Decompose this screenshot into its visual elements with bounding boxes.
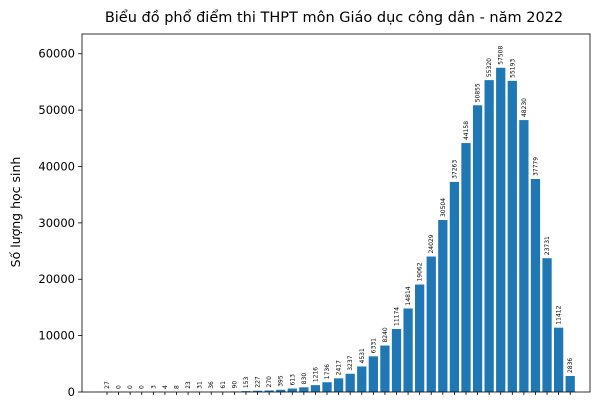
bar-value-label: 48230	[521, 98, 528, 117]
bar	[449, 181, 460, 392]
bar	[472, 105, 483, 392]
bar-value-label: 24029	[428, 234, 435, 253]
y-tick-label: 50000	[38, 103, 75, 117]
plot-frame	[81, 33, 591, 393]
bar-value-label: 153	[243, 377, 250, 389]
bar	[507, 80, 517, 392]
bar	[415, 284, 425, 392]
bar-value-label: 27	[104, 381, 111, 389]
bar-value-label: 3	[150, 385, 157, 389]
bar-value-label: 4531	[359, 348, 366, 363]
bar-value-label: 1736	[324, 364, 331, 379]
bar-value-label: 23731	[544, 236, 551, 255]
bar	[299, 387, 309, 392]
bar-value-label: 227	[255, 376, 262, 388]
bar-value-label: 0	[139, 385, 146, 389]
y-axis-label: Số lượng học sinh	[8, 157, 23, 268]
y-tick-label: 20000	[38, 272, 75, 286]
bar-value-label: 50855	[475, 83, 482, 102]
bar-value-label: 0	[116, 385, 123, 389]
bar-value-label: 55320	[486, 58, 493, 77]
y-axis-ticks: 0 10000 20000 30000 40000 50000 60000	[38, 47, 82, 399]
bar	[484, 80, 494, 393]
bar-value-label: 23	[185, 381, 192, 389]
y-tick-label: 10000	[38, 329, 75, 343]
bar-value-label: 2417	[336, 360, 343, 375]
bar-value-label: 31	[197, 381, 204, 389]
bar	[542, 258, 552, 392]
bar-value-label: 57508	[498, 46, 505, 65]
bar-value-label: 3237	[347, 355, 354, 370]
bar	[461, 143, 471, 392]
bar	[519, 120, 529, 392]
bar	[368, 356, 378, 392]
bar-value-label: 44158	[463, 121, 470, 140]
bar	[530, 179, 541, 392]
bar-value-label: 61	[220, 381, 227, 389]
bar-value-label: 8240	[382, 327, 389, 342]
bar	[276, 389, 286, 392]
y-tick-label: 40000	[38, 159, 75, 173]
bar-value-label: 55193	[509, 59, 516, 78]
chart-title: Biểu đồ phổ điểm thi THPT môn Giáo dục c…	[105, 9, 563, 26]
bar	[380, 345, 390, 392]
bar	[322, 382, 332, 392]
bar	[264, 390, 274, 392]
bar-value-label: 395	[278, 375, 285, 387]
bar-value-label: 830	[301, 373, 308, 385]
data-labels: 27 0 0 0 3 4 8 23 31 36 61 90 153 227 270 395 613 830 1216…	[104, 46, 574, 389]
bar-value-label: 14814	[405, 286, 412, 305]
bar	[553, 327, 564, 392]
y-tick-label: 30000	[38, 216, 75, 230]
bar	[391, 329, 402, 392]
bar-value-label: 36	[208, 381, 215, 389]
bar-value-label: 613	[289, 374, 296, 386]
bar-value-label: 11412	[556, 305, 563, 324]
bar	[438, 220, 448, 392]
bar-value-label: 1216	[312, 367, 319, 382]
bar-value-label: 11174	[394, 307, 401, 326]
bar-value-label: 90	[231, 381, 238, 389]
bar	[287, 388, 297, 392]
bar-value-label: 6331	[370, 338, 377, 353]
bar	[310, 385, 321, 392]
bar	[426, 256, 436, 392]
bar	[565, 376, 575, 392]
y-tick-label: 60000	[38, 47, 75, 61]
y-tick-label: 0	[68, 385, 75, 399]
bar	[496, 67, 506, 392]
bar-value-label: 4	[162, 385, 169, 389]
bar	[403, 308, 413, 392]
bar-value-label: 2836	[567, 358, 574, 373]
bar-value-label: 0	[127, 385, 134, 389]
bar	[241, 391, 251, 392]
bar	[252, 390, 263, 392]
bar	[357, 366, 367, 392]
bar-value-label: 270	[266, 376, 273, 388]
bars	[102, 67, 575, 395]
bar-value-label: 37779	[532, 157, 539, 176]
bar	[333, 378, 344, 392]
bar	[345, 373, 355, 392]
bar-value-label: 19062	[417, 262, 424, 281]
bar-value-label: 30504	[440, 198, 447, 217]
bar-value-label: 37263	[451, 160, 458, 179]
bar-value-label: 8	[173, 385, 180, 389]
